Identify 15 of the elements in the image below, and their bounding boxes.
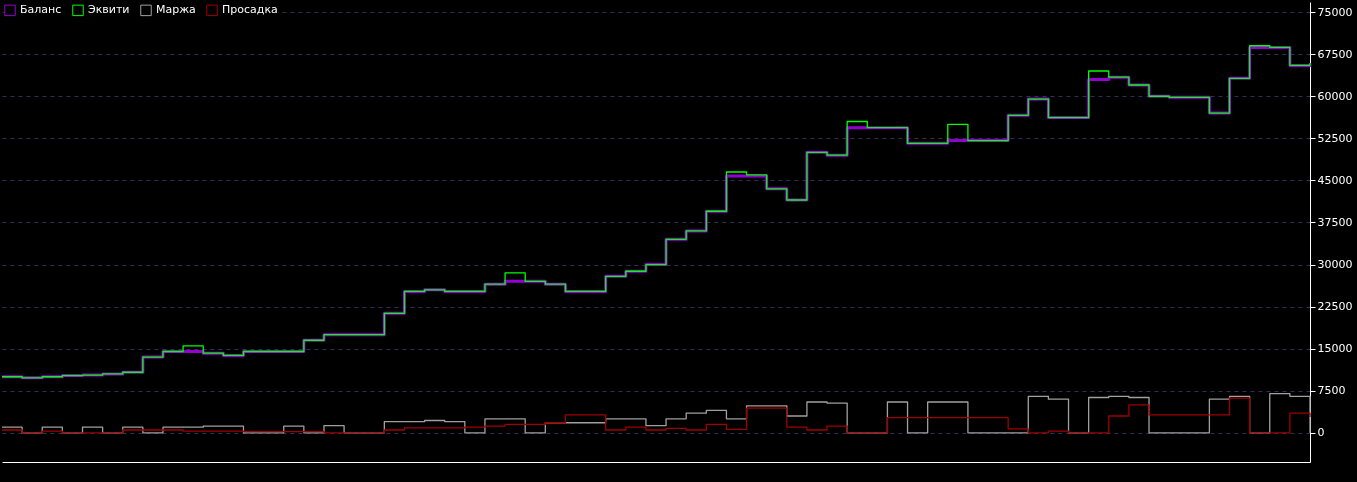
y-tick-label: 37500	[1317, 215, 1353, 229]
y-tick-label: 30000	[1317, 258, 1353, 272]
legend-label: Маржа	[156, 3, 196, 17]
y-tick-label: 15000	[1317, 342, 1353, 356]
legend-label: Эквити	[88, 3, 130, 17]
y-tick-label: 75000	[1317, 5, 1353, 19]
legend-label: Баланс	[20, 3, 62, 17]
legend-label: Просадка	[222, 3, 278, 17]
y-tick-label: 7500	[1317, 384, 1346, 398]
y-tick-label: 0	[1317, 426, 1325, 440]
y-tick-label: 52500	[1317, 131, 1353, 145]
y-tick-label: 45000	[1317, 173, 1353, 187]
y-tick-label: 67500	[1317, 47, 1353, 61]
y-tick-label: 60000	[1317, 89, 1353, 103]
y-tick-label: 22500	[1317, 300, 1353, 314]
